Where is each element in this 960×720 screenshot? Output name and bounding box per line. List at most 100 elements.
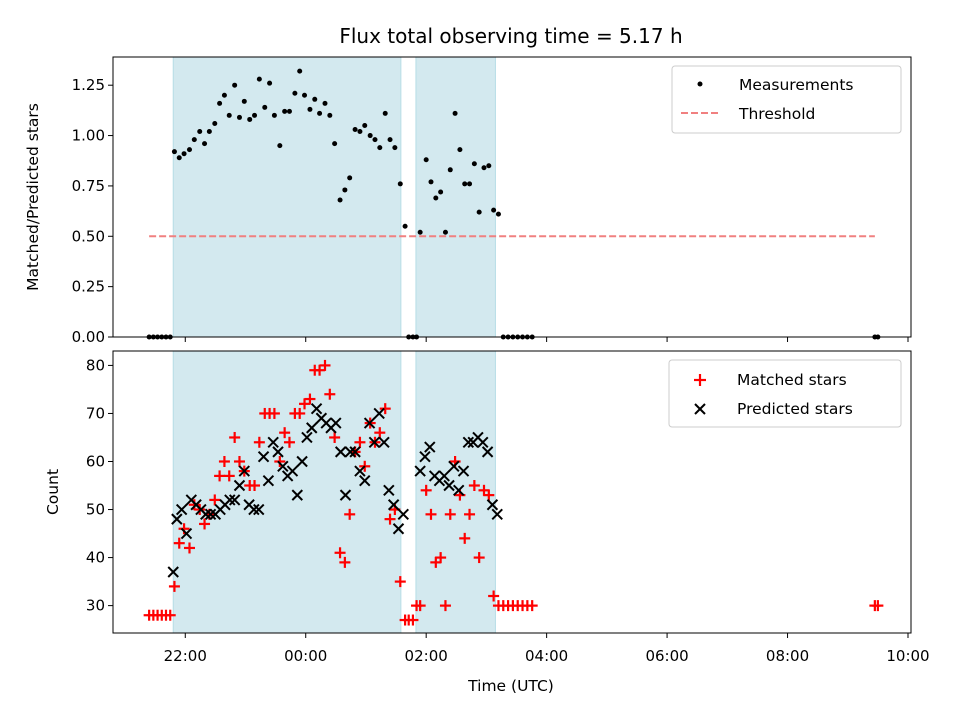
top-shaded-intervals xyxy=(172,56,496,338)
matched-star-point xyxy=(407,614,419,626)
measurement-point xyxy=(236,114,242,120)
bottom-legend-box xyxy=(668,359,902,428)
measurement-point xyxy=(342,187,348,193)
x-stroke-2 xyxy=(378,436,390,448)
top-legend-box xyxy=(671,65,902,134)
predicted-star-point xyxy=(448,460,460,473)
measurement-point xyxy=(362,122,368,128)
measurement-point xyxy=(226,112,232,118)
matched-star-point xyxy=(344,508,356,520)
measurement-point xyxy=(322,100,328,106)
x-stroke-2 xyxy=(167,566,179,578)
predicted-star-point xyxy=(397,508,409,521)
x-stroke-2 xyxy=(443,479,455,492)
x-stroke-2 xyxy=(339,489,352,501)
predicted-star-point xyxy=(368,436,381,448)
predicted-star-point xyxy=(257,450,270,463)
legend-measurements-marker xyxy=(697,81,703,87)
predicted-star-point xyxy=(344,446,356,458)
x-stroke-2 xyxy=(481,446,494,458)
predicted-star-point xyxy=(349,446,361,458)
matched-star-point xyxy=(526,600,538,612)
measurement-point xyxy=(337,197,343,203)
x-stroke-2 xyxy=(200,508,212,521)
matched-star-point xyxy=(459,532,471,544)
x-tick-label: 22:00 xyxy=(164,647,207,665)
x-tick-label: 02:00 xyxy=(405,647,448,665)
y-tick-label: 50 xyxy=(86,501,105,519)
matched-star-point xyxy=(268,407,280,419)
measurement-point xyxy=(256,76,262,82)
predicted-star-point xyxy=(228,494,241,506)
measurement-point xyxy=(212,120,218,126)
predicted-star-point xyxy=(233,479,246,492)
measurement-point xyxy=(467,181,473,187)
measurement-point xyxy=(442,229,448,235)
top-x-ticks xyxy=(184,337,909,342)
predicted-star-point xyxy=(248,503,260,516)
x-stroke-2 xyxy=(397,508,409,521)
bottom-y-ticks: 30 40 50 60 70 80 xyxy=(86,356,113,615)
y-tick-label: 40 xyxy=(86,549,105,567)
x-stroke-2 xyxy=(392,523,405,535)
predicted-star-point xyxy=(383,484,395,497)
predicted-star-point xyxy=(419,450,431,463)
measurement-point xyxy=(476,209,482,215)
predicted-star-point xyxy=(378,436,390,448)
matched-star-point xyxy=(229,431,241,443)
top-legend: Measurements Threshold xyxy=(671,65,902,134)
measurement-point xyxy=(191,137,197,143)
matched-star-point xyxy=(478,484,490,496)
x-stroke-2 xyxy=(180,527,193,540)
matched-star-point xyxy=(283,436,295,448)
predicted-star-point xyxy=(267,436,279,448)
measurement-point xyxy=(286,108,292,114)
x-stroke-2 xyxy=(224,494,236,506)
predicted-star-point xyxy=(359,475,371,487)
matched-star-point xyxy=(420,484,432,496)
chart-title: Flux total observing time = 5.17 h xyxy=(339,24,682,48)
x-stroke-2 xyxy=(387,499,400,511)
x-stroke-2 xyxy=(171,513,183,525)
measurement-point xyxy=(377,145,383,151)
measurement-point xyxy=(206,129,212,135)
bottom-y-axis-label: Count xyxy=(44,469,62,515)
matched-star-point xyxy=(414,600,426,612)
x-stroke-2 xyxy=(438,470,450,482)
matched-star-point xyxy=(444,508,456,520)
measurement-point xyxy=(447,167,453,173)
matched-star-point xyxy=(439,600,451,612)
measurement-point xyxy=(357,129,363,135)
predicted-star-point xyxy=(175,503,188,516)
x-stroke-2 xyxy=(448,460,460,473)
legend-matched-marker xyxy=(694,374,706,386)
top-axes-frame xyxy=(112,56,912,338)
predicted-star-point xyxy=(354,465,366,477)
matched-star-point xyxy=(188,499,200,511)
y-tick-label: 0.00 xyxy=(72,328,105,346)
matched-star-point xyxy=(304,393,316,405)
y-tick-label: 0.25 xyxy=(72,278,105,296)
predicted-star-point xyxy=(414,465,426,477)
predicted-star-point xyxy=(334,446,347,458)
x-tick-label: 04:00 xyxy=(525,647,568,665)
matched-star-point xyxy=(374,427,386,439)
x-stroke-2 xyxy=(462,436,475,448)
predicted-star-point xyxy=(330,417,342,429)
shaded-interval xyxy=(415,56,496,338)
x-stroke-2 xyxy=(414,465,426,477)
matched-star-point xyxy=(253,436,265,448)
predicted-star-point xyxy=(272,446,284,458)
x-stroke-2 xyxy=(310,402,323,415)
measurement-point xyxy=(332,141,338,147)
matched-star-point xyxy=(872,600,884,612)
x-stroke-2 xyxy=(291,489,303,501)
legend-threshold-label: Threshold xyxy=(738,105,815,123)
measurement-point xyxy=(186,147,192,153)
top-y-ticks: 0.00 0.25 0.50 0.75 1.00 1.25 xyxy=(72,76,113,346)
x-stroke-2 xyxy=(253,503,265,516)
bottom-panel: 30 40 50 60 70 80 22:00 00:00 02:00 04:00 06:00 08… xyxy=(44,350,930,695)
x-stroke-2 xyxy=(277,460,289,473)
top-panel: 0.00 0.25 0.50 0.75 1.00 1.25 Matched/Predict… xyxy=(24,56,912,346)
